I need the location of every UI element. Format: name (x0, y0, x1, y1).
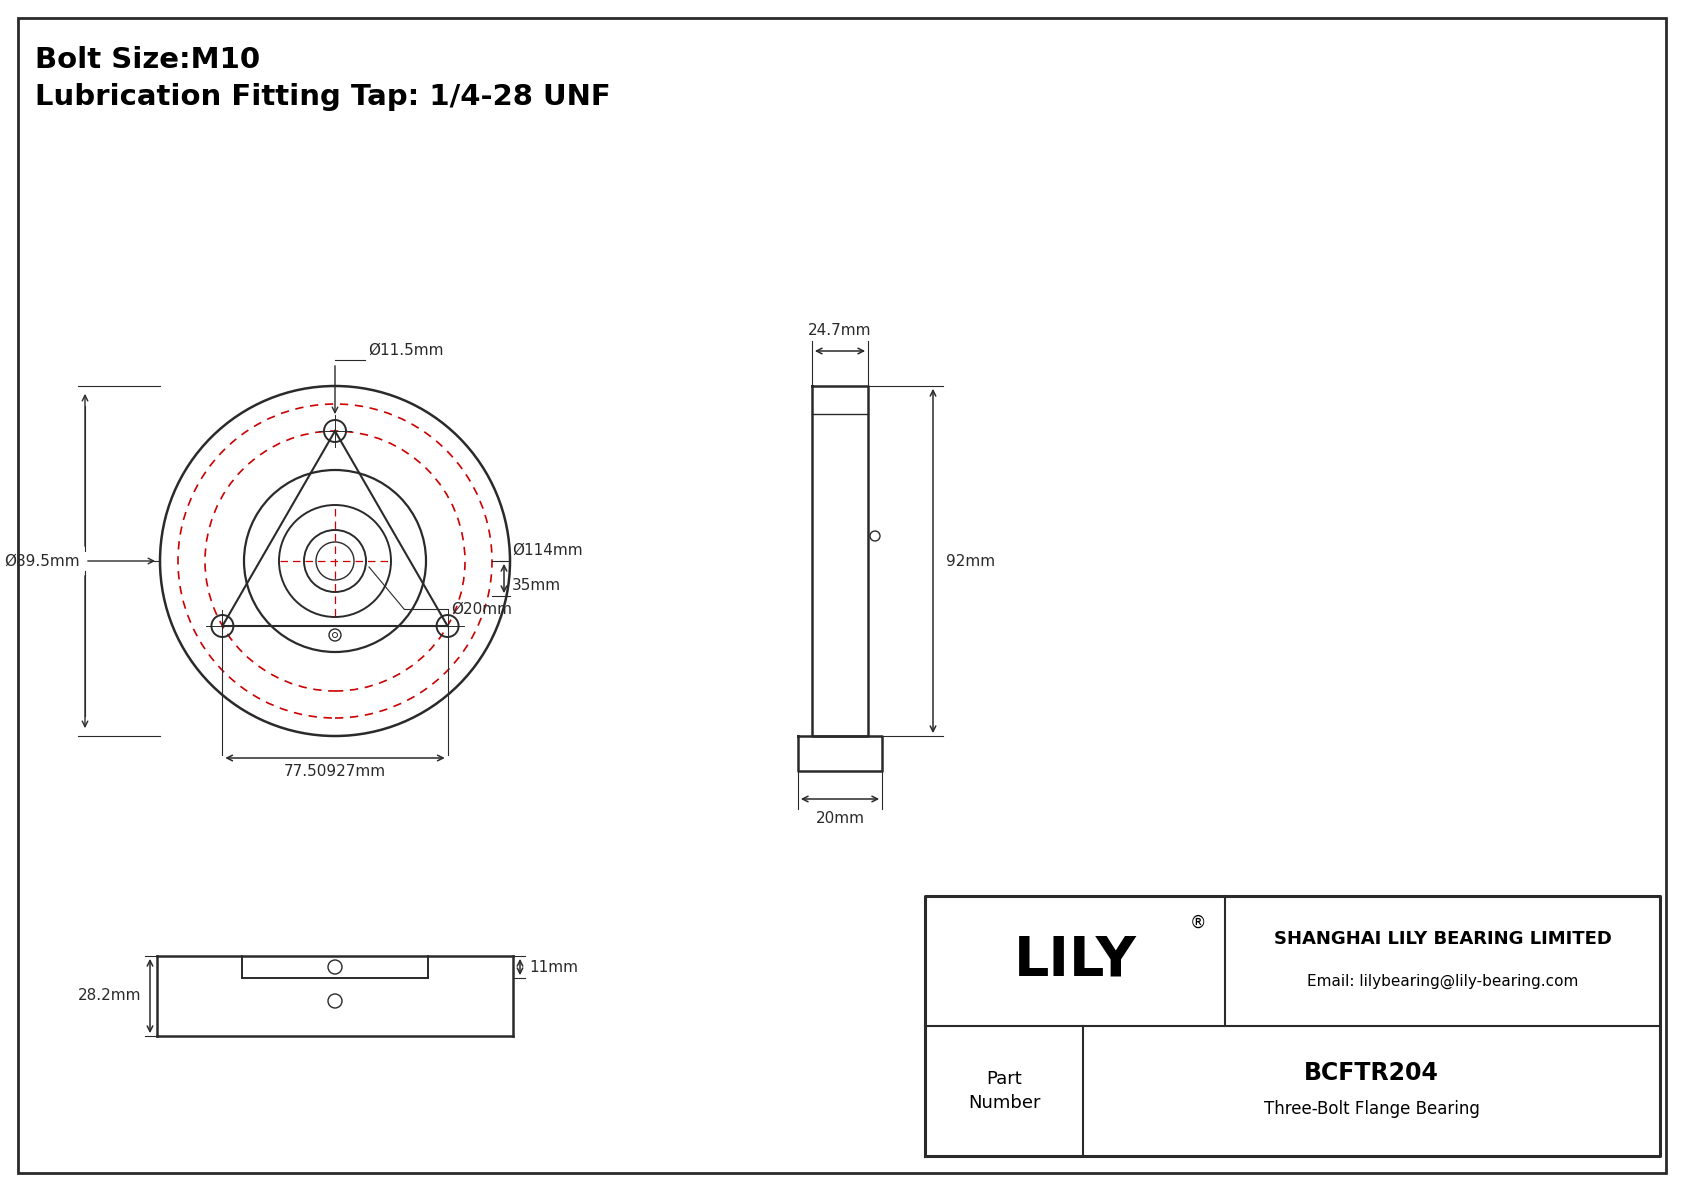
Text: Three-Bolt Flange Bearing: Three-Bolt Flange Bearing (1263, 1100, 1480, 1118)
Text: 28.2mm: 28.2mm (77, 989, 141, 1004)
Text: 92mm: 92mm (946, 554, 995, 568)
Text: 24.7mm: 24.7mm (808, 323, 872, 338)
Text: Part: Part (987, 1070, 1022, 1089)
Text: Ø20mm: Ø20mm (451, 601, 512, 617)
Text: 20mm: 20mm (815, 811, 864, 827)
Text: Bolt Size:M10: Bolt Size:M10 (35, 46, 259, 74)
Text: BCFTR204: BCFTR204 (1303, 1061, 1438, 1085)
Text: Ø89.5mm: Ø89.5mm (5, 554, 81, 568)
Text: ®: ® (1191, 913, 1206, 933)
Text: Ø114mm: Ø114mm (512, 543, 583, 559)
Text: 11mm: 11mm (529, 960, 578, 974)
Text: Number: Number (968, 1095, 1041, 1112)
Text: LILY: LILY (1014, 934, 1137, 989)
Text: Ø11.5mm: Ø11.5mm (369, 343, 443, 358)
Text: Email: lilybearing@lily-bearing.com: Email: lilybearing@lily-bearing.com (1307, 973, 1578, 989)
Text: 77.50927mm: 77.50927mm (285, 763, 386, 779)
Text: 35mm: 35mm (512, 578, 561, 593)
Text: SHANGHAI LILY BEARING LIMITED: SHANGHAI LILY BEARING LIMITED (1273, 930, 1612, 948)
Text: Lubrication Fitting Tap: 1/4-28 UNF: Lubrication Fitting Tap: 1/4-28 UNF (35, 83, 611, 111)
